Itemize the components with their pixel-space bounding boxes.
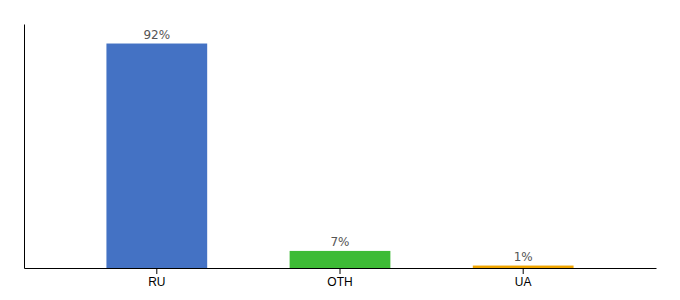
x-tick-label: UA (515, 275, 532, 289)
bar (290, 251, 391, 268)
data-label: 1% (514, 250, 533, 264)
chart: RU OTH UA 92% 7% 1% (0, 0, 680, 300)
x-tick-mark (340, 268, 341, 274)
x-tick-label: OTH (327, 275, 352, 289)
bars (106, 44, 573, 268)
x-tick-mark (156, 268, 157, 274)
y-axis (24, 25, 25, 269)
x-tick: OTH (327, 268, 352, 289)
bar (106, 44, 207, 268)
x-tick-label: RU (148, 275, 165, 289)
x-tick: RU (148, 268, 165, 289)
bar (473, 266, 574, 268)
plot: RU OTH UA 92% 7% 1% (25, 25, 657, 289)
x-tick: UA (515, 268, 532, 289)
data-label: 92% (143, 28, 170, 42)
data-labels: 92% 7% 1% (143, 28, 532, 264)
y-axis-line (24, 25, 25, 269)
x-tick-mark (523, 268, 524, 274)
data-label: 7% (330, 235, 349, 249)
x-axis: RU OTH UA (25, 268, 657, 289)
